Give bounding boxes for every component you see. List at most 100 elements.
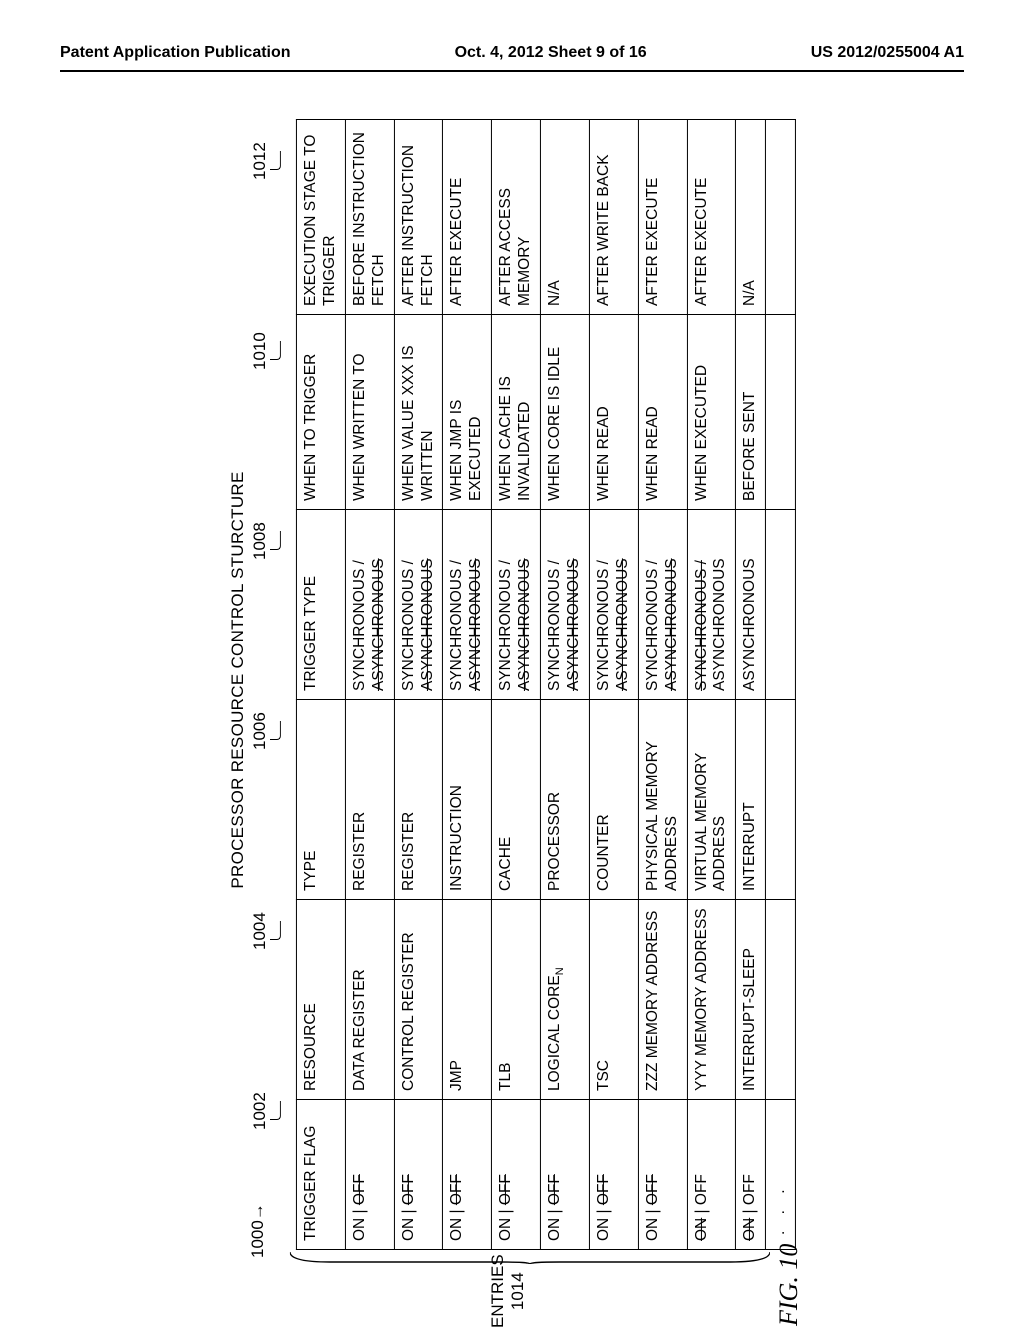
cell-when: WHEN READ (589, 315, 638, 510)
figure-canvas: PROCESSOR RESOURCE CONTROL STURCTURE 100… (228, 110, 796, 1250)
cell-trigger-flag: ON | OFF (492, 1100, 541, 1250)
ref-1004: 1004 (250, 912, 281, 950)
cell-trigger-flag: ON | OFF (541, 1100, 590, 1250)
arrow-icon: → (248, 1203, 268, 1220)
cell-type: CACHE (492, 700, 541, 900)
ref-1004-text: 1004 (250, 912, 269, 950)
table-header-row: TRIGGER FLAG RESOURCE TYPE TRIGGER TYPE … (296, 120, 345, 1250)
cell-trigger-flag: ON | OFF (443, 1100, 492, 1250)
cell-type: INTERRUPT (736, 700, 766, 900)
table-row: ON | OFFCONTROL REGISTERREGISTERSYNCHRON… (394, 120, 443, 1250)
cell-ellipsis: . . . (766, 1100, 796, 1250)
cell-type: INSTRUCTION (443, 700, 492, 900)
th-type: TYPE (296, 700, 345, 900)
column-reference-labels: 1002 1004 1006 1008 1010 (250, 110, 296, 1250)
cell-when: WHEN CACHE IS INVALIDATED (492, 315, 541, 510)
cell-resource: YYY MEMORY ADDRESS (687, 900, 736, 1100)
cell-trigger-flag: ON | OFF (638, 1100, 687, 1250)
cell-stage: BEFORE INSTRUCTION FETCH (345, 120, 394, 315)
cell-trigger-type: SYNCHRONOUS /ASYNCHRONOUS (394, 510, 443, 700)
header-rule (60, 70, 964, 72)
ref-1000-text: 1000 (248, 1220, 267, 1258)
th-trigger-type: TRIGGER TYPE (296, 510, 345, 700)
th-stage: EXECUTION STAGE TO TRIGGER (296, 120, 345, 315)
cell-when: WHEN JMP IS EXECUTED (443, 315, 492, 510)
cell-empty (766, 315, 796, 510)
cell-stage: N/A (541, 120, 590, 315)
cell-trigger-type: SYNCHRONOUS /ASYNCHRONOUS (687, 510, 736, 700)
cell-empty (766, 700, 796, 900)
cell-trigger-type: SYNCHRONOUS /ASYNCHRONOUS (589, 510, 638, 700)
table-row: ON | OFFLOGICAL CORENPROCESSORSYNCHRONOU… (541, 120, 590, 1250)
cell-resource: JMP (443, 900, 492, 1100)
cell-trigger-type: SYNCHRONOUS /ASYNCHRONOUS (345, 510, 394, 700)
cell-resource: ZZZ MEMORY ADDRESS (638, 900, 687, 1100)
th-when: WHEN TO TRIGGER (296, 315, 345, 510)
ref-1000: 1000→ (248, 1203, 268, 1258)
cell-when: WHEN EXECUTED (687, 315, 736, 510)
cell-resource: CONTROL REGISTER (394, 900, 443, 1100)
cell-when: WHEN VALUE XXX IS WRITTEN (394, 315, 443, 510)
ref-1002-text: 1002 (250, 1092, 269, 1130)
ref-1002: 1002 (250, 1092, 281, 1130)
cell-empty (766, 510, 796, 700)
cell-trigger-type: SYNCHRONOUS /ASYNCHRONOUS (492, 510, 541, 700)
cell-stage: AFTER EXECUTE (687, 120, 736, 315)
rotated-figure-wrapper: PROCESSOR RESOURCE CONTROL STURCTURE 100… (228, 110, 796, 1250)
cell-stage: AFTER EXECUTE (443, 120, 492, 315)
cell-type: PROCESSOR (541, 700, 590, 900)
cell-when: WHEN CORE IS IDLE (541, 315, 590, 510)
cell-empty (766, 120, 796, 315)
table-row: ON | OFFYYY MEMORY ADDRESSVIRTUAL MEMORY… (687, 120, 736, 1250)
cell-trigger-type: SYNCHRONOUS /ASYNCHRONOUS (638, 510, 687, 700)
cell-type: VIRTUAL MEMORY ADDRESS (687, 700, 736, 900)
cell-stage: AFTER ACCESS MEMORY (492, 120, 541, 315)
th-resource: RESOURCE (296, 900, 345, 1100)
entries-label-text: ENTRIES (488, 1254, 507, 1328)
cell-type: COUNTER (589, 700, 638, 900)
th-trigger-flag: TRIGGER FLAG (296, 1100, 345, 1250)
figure-label: FIG. 10 (774, 1244, 804, 1326)
cell-type: REGISTER (345, 700, 394, 900)
table-row: ON | OFFTSCCOUNTERSYNCHRONOUS /ASYNCHRON… (589, 120, 638, 1250)
header-left: Patent Application Publication (60, 44, 291, 62)
ref-1010-text: 1010 (250, 332, 269, 370)
cell-stage: N/A (736, 120, 766, 315)
cell-resource: DATA REGISTER (345, 900, 394, 1100)
ref-1008-text: 1008 (250, 522, 269, 560)
ref-1006-text: 1006 (250, 712, 269, 750)
cell-stage: AFTER INSTRUCTION FETCH (394, 120, 443, 315)
page-header: Patent Application Publication Oct. 4, 2… (0, 44, 1024, 62)
cell-when: BEFORE SENT (736, 315, 766, 510)
ref-1008: 1008 (250, 522, 281, 560)
cell-trigger-flag: ON | OFF (687, 1100, 736, 1250)
cell-stage: AFTER WRITE BACK (589, 120, 638, 315)
cell-stage: AFTER EXECUTE (638, 120, 687, 315)
cell-trigger-flag: ON | OFF (589, 1100, 638, 1250)
resource-control-table: TRIGGER FLAG RESOURCE TYPE TRIGGER TYPE … (296, 119, 796, 1250)
cell-trigger-type: SYNCHRONOUS /ASYNCHRONOUS (443, 510, 492, 700)
cell-type: PHYSICAL MEMORY ADDRESS (638, 700, 687, 900)
cell-empty (766, 900, 796, 1100)
cell-trigger-flag: ON | OFF (345, 1100, 394, 1250)
cell-trigger-flag: ON | OFF (736, 1100, 766, 1250)
table-row: ON | OFFDATA REGISTERREGISTERSYNCHRONOUS… (345, 120, 394, 1250)
table-row: ON | OFFZZZ MEMORY ADDRESSPHYSICAL MEMOR… (638, 120, 687, 1250)
ref-1012: 1012 (250, 142, 281, 180)
table-row: ON | OFFINTERRUPT-SLEEPINTERRUPTASYNCHRO… (736, 120, 766, 1250)
entries-ref-text: 1014 (508, 1272, 527, 1310)
table-row-ellipsis: . . . (766, 120, 796, 1250)
table-row: ON | OFFJMPINSTRUCTIONSYNCHRONOUS /ASYNC… (443, 120, 492, 1250)
cell-resource: TSC (589, 900, 638, 1100)
entries-label: ENTRIES 1014 (488, 1254, 529, 1328)
cell-trigger-type: ASYNCHRONOUS (736, 510, 766, 700)
cell-resource: INTERRUPT-SLEEP (736, 900, 766, 1100)
header-right: US 2012/0255004 A1 (811, 44, 964, 62)
cell-resource: LOGICAL COREN (541, 900, 590, 1100)
cell-resource: TLB (492, 900, 541, 1100)
figure-title: PROCESSOR RESOURCE CONTROL STURCTURE (228, 110, 248, 1250)
cell-when: WHEN READ (638, 315, 687, 510)
patent-page: Patent Application Publication Oct. 4, 2… (0, 0, 1024, 1320)
brace-icon (290, 1250, 770, 1264)
cell-type: REGISTER (394, 700, 443, 900)
